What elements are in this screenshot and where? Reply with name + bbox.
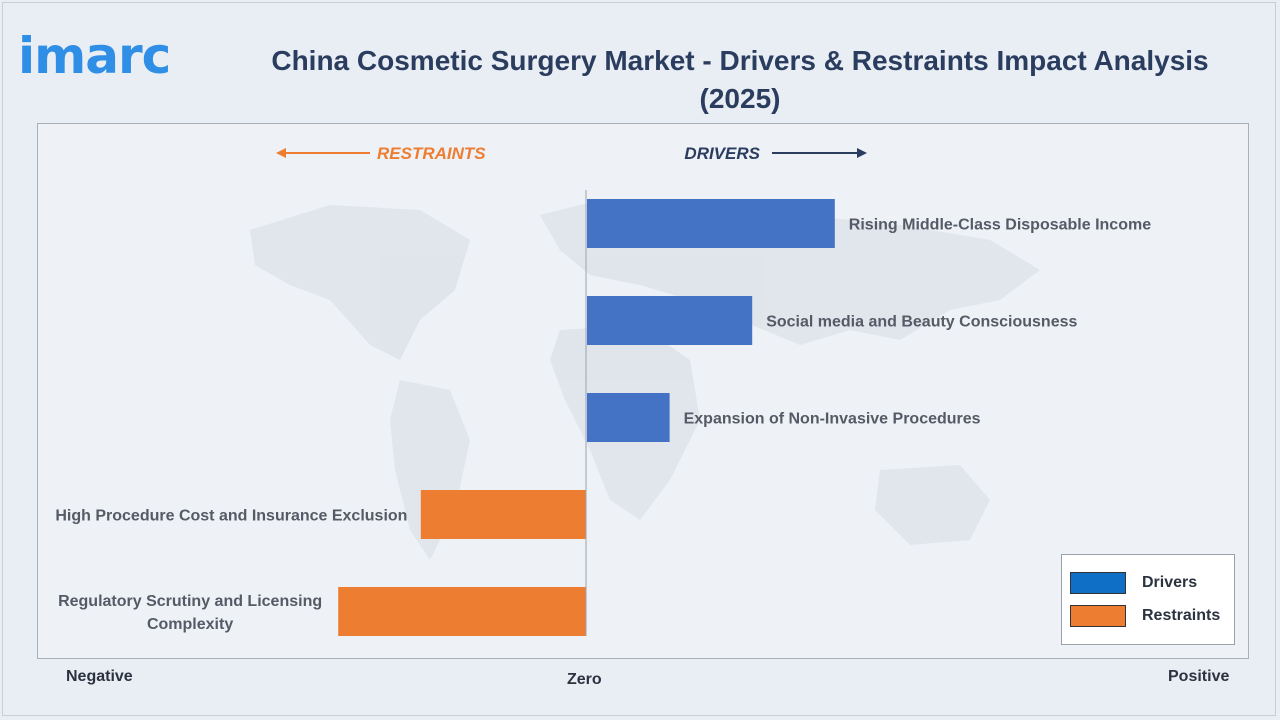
drivers-arrow-head xyxy=(857,148,867,158)
bar-label-line: Expansion of Non-Invasive Procedures xyxy=(684,411,981,428)
negative-label: Negative xyxy=(66,668,133,685)
bar-restraints-3 xyxy=(420,490,586,539)
bar-label-3: High Procedure Cost and Insurance Exclus… xyxy=(55,508,407,525)
bar-label-line: High Procedure Cost and Insurance Exclus… xyxy=(55,508,407,525)
logo-text: imarc xyxy=(18,27,171,85)
bar-drivers-1 xyxy=(587,296,753,345)
zero-label: Zero xyxy=(567,671,602,688)
legend-label-restraints: Restraints xyxy=(1142,607,1221,624)
bar-label-line: Complexity xyxy=(147,616,233,633)
legend-item-drivers: Drivers xyxy=(1070,571,1197,595)
bar-label-0: Rising Middle-Class Disposable Income xyxy=(849,217,1151,234)
imarc-logo: imarc xyxy=(18,26,218,86)
legend: Drivers Restraints xyxy=(1061,554,1235,645)
restraints-direction-label: RESTRAINTS xyxy=(377,144,486,163)
bar-label-1: Social media and Beauty Consciousness xyxy=(766,314,1077,331)
bar-label-2: Expansion of Non-Invasive Procedures xyxy=(684,411,981,428)
legend-swatch-drivers xyxy=(1070,572,1126,594)
restraints-arrow-head xyxy=(276,148,286,158)
legend-label-drivers: Drivers xyxy=(1142,574,1198,591)
bar-drivers-2 xyxy=(587,393,670,442)
legend-item-restraints: Restraints xyxy=(1070,604,1220,628)
chart-title: China Cosmetic Surgery Market - Drivers … xyxy=(271,45,1209,114)
bar-restraints-4 xyxy=(338,587,586,636)
bar-drivers-0 xyxy=(587,199,835,248)
bar-label-line: Regulatory Scrutiny and Licensing xyxy=(58,593,322,610)
drivers-direction-label: DRIVERS xyxy=(684,144,760,163)
positive-label: Positive xyxy=(1168,668,1230,685)
bar-label-4: Regulatory Scrutiny and Licensing Complex… xyxy=(58,593,322,633)
bar-label-line: Rising Middle-Class Disposable Income xyxy=(849,217,1151,234)
legend-swatch-restraints xyxy=(1070,605,1126,627)
bar-label-line: Social media and Beauty Consciousness xyxy=(766,314,1077,331)
world-map-background xyxy=(250,200,1040,560)
